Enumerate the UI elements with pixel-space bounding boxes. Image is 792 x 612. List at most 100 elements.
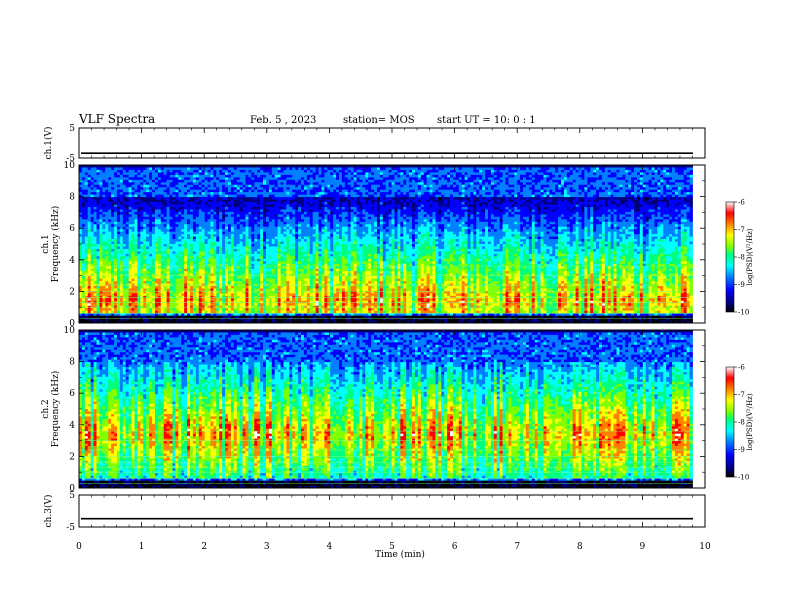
spectrogram-cell: [269, 207, 272, 210]
spectrogram-cell: [132, 261, 135, 264]
spectrogram-cell: [248, 190, 251, 193]
spectrogram-cell: [105, 187, 108, 190]
spectrogram-cell: [178, 205, 181, 208]
spectrogram-cell: [175, 269, 178, 272]
spectrogram-cell: [82, 185, 85, 188]
spectrogram-cell: [184, 286, 187, 289]
spectrogram-cell: [266, 276, 269, 279]
spectrogram-cell: [269, 195, 272, 198]
spectrogram-cell: [172, 261, 175, 264]
spectrogram-cell: [132, 286, 135, 289]
spectrogram-cell: [164, 209, 167, 212]
spectrogram-cell: [172, 288, 175, 291]
spectrogram-cell: [170, 311, 173, 314]
spectrogram-cell: [202, 276, 205, 279]
spectrogram-cell: [135, 200, 138, 203]
spectrogram-cell: [251, 279, 254, 282]
spectrogram-cell: [158, 187, 161, 190]
spectrogram-cell: [222, 217, 225, 220]
spectrogram-cell: [222, 180, 225, 183]
spectrogram-cell: [257, 237, 260, 240]
spectrogram-cell: [228, 187, 231, 190]
spectrogram-cell: [266, 298, 269, 301]
spectrogram-cell: [254, 274, 257, 277]
spectrogram-cell: [196, 195, 199, 198]
spectrogram-cell: [202, 212, 205, 215]
spectrogram-cell: [254, 212, 257, 215]
spectrogram-cell: [102, 298, 105, 301]
spectrogram-cell: [155, 254, 158, 257]
spectrogram-cell: [210, 246, 213, 249]
spectrogram-cell: [246, 286, 249, 289]
spectrogram-cell: [257, 175, 260, 178]
spectrogram-cell: [184, 182, 187, 185]
spectrogram-cell: [137, 269, 140, 272]
spectrogram-cell: [152, 274, 155, 277]
spectrogram-cell: [196, 185, 199, 188]
spectrogram-cell: [99, 237, 102, 240]
spectrogram-cell: [208, 269, 211, 272]
spectrogram-cell: [117, 246, 120, 249]
spectrogram-cell: [105, 266, 108, 269]
spectrogram-cell: [108, 197, 111, 200]
spectrogram-cell: [123, 293, 126, 296]
spectrogram-cell: [146, 276, 149, 279]
spectrogram-cell: [120, 229, 123, 232]
spectrogram-cell: [208, 209, 211, 212]
spectrogram-cell: [234, 296, 237, 299]
spectrogram-cell: [88, 167, 91, 170]
spectrogram-cell: [190, 192, 193, 195]
spectrogram-cell: [181, 259, 184, 262]
spectrogram-cell: [225, 219, 228, 222]
spectrogram-cell: [85, 296, 88, 299]
spectrogram-cell: [263, 276, 266, 279]
spectrogram-cell: [243, 274, 246, 277]
spectrogram-cell: [108, 254, 111, 257]
spectrogram-cell: [140, 293, 143, 296]
spectrogram-cell: [248, 303, 251, 306]
spectrogram-cell: [161, 185, 164, 188]
spectrogram-cell: [231, 222, 234, 225]
spectrogram-cell: [199, 279, 202, 282]
spectrogram-cell: [132, 234, 135, 237]
spectrogram-cell: [187, 286, 190, 289]
spectrogram-cell: [85, 187, 88, 190]
spectrogram-cell: [248, 205, 251, 208]
spectrogram-cell: [246, 224, 249, 227]
spectrogram-cell: [82, 207, 85, 210]
spectrogram-cell: [196, 167, 199, 170]
spectrogram-cell: [114, 202, 117, 205]
spectrogram-cell: [222, 237, 225, 240]
spectrogram-cell: [94, 242, 97, 245]
spectrogram-cell: [260, 266, 263, 269]
spectrogram-cell: [225, 222, 228, 225]
spectrogram-cell: [137, 281, 140, 284]
spectrogram-cell: [120, 242, 123, 245]
spectrogram-cell: [123, 271, 126, 274]
spectrogram-cell: [123, 202, 126, 205]
spectrogram-cell: [219, 239, 222, 242]
spectrogram-cell: [158, 190, 161, 193]
spectrogram-cell: [172, 279, 175, 282]
spectrogram-cell: [225, 311, 228, 314]
spectrogram-cell: [184, 303, 187, 306]
spectrogram-cell: [228, 271, 231, 274]
spectrogram-cell: [222, 229, 225, 232]
spectrogram-cell: [219, 202, 222, 205]
spectrogram-cell: [202, 259, 205, 262]
spectrogram-cell: [149, 192, 152, 195]
spectrogram-cell: [158, 217, 161, 220]
spectrogram-cell: [140, 246, 143, 249]
spectrogram-cell: [243, 271, 246, 274]
spectrogram-cell: [269, 205, 272, 208]
spectrogram-cell: [99, 249, 102, 252]
spectrogram-cell: [97, 271, 100, 274]
spectrogram-cell: [137, 251, 140, 254]
spectrogram-cell: [135, 246, 138, 249]
spectrogram-cell: [111, 308, 114, 311]
spectrogram-cell: [146, 197, 149, 200]
spectrogram-cell: [228, 281, 231, 284]
spectrogram-cell: [184, 269, 187, 272]
spectrogram-cell: [190, 187, 193, 190]
spectrogram-cell: [222, 244, 225, 247]
